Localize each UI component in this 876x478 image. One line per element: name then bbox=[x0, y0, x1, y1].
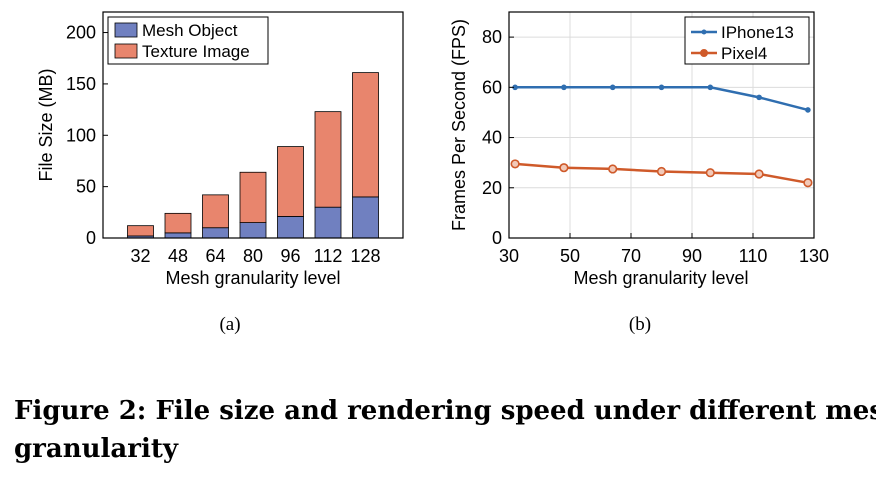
y-tick-label: 100 bbox=[66, 125, 96, 145]
y-tick-label: 80 bbox=[482, 27, 502, 47]
point-pixel4-112 bbox=[754, 169, 764, 179]
panel-a-caption: (a) bbox=[219, 314, 240, 335]
x-tick-label: 32 bbox=[130, 246, 150, 266]
y-tick-label: 150 bbox=[66, 74, 96, 94]
y-tick-label: 50 bbox=[76, 177, 96, 197]
bar-texture-image-48 bbox=[164, 212, 192, 234]
bar-texture-image-32 bbox=[127, 225, 154, 237]
x-tick-label: 70 bbox=[621, 246, 641, 266]
legend-label-texture-image: Texture Image bbox=[142, 42, 250, 61]
panel-b-legend: IPhone13 Pixel4 bbox=[684, 16, 810, 65]
bar-mesh-object-48 bbox=[164, 232, 192, 239]
legend-label-mesh-object: Mesh Object bbox=[142, 21, 238, 40]
panel-b-caption: (b) bbox=[629, 314, 651, 335]
panel-a-xlabel: Mesh granularity level bbox=[165, 268, 340, 288]
bar-texture-image-112 bbox=[314, 111, 342, 208]
legend-swatch-mesh-object bbox=[114, 22, 138, 38]
point-iphone13-128 bbox=[805, 107, 811, 113]
bar-mesh-object-128 bbox=[352, 196, 379, 239]
point-pixel4-128 bbox=[803, 178, 813, 188]
x-tick-label: 110 bbox=[739, 246, 768, 266]
x-tick-label: 130 bbox=[799, 246, 829, 266]
figure-caption: Figure 2: File size and rendering speed … bbox=[14, 392, 876, 468]
bar-mesh-object-112 bbox=[314, 206, 342, 239]
y-tick-label: 0 bbox=[492, 228, 502, 248]
point-pixel4-32 bbox=[510, 159, 520, 169]
bar-texture-image-96 bbox=[277, 146, 304, 217]
panel-b-ticks: 30 50 70 90 110 130 0 20 40 60 80 bbox=[482, 27, 829, 266]
panel-b-lines bbox=[510, 84, 813, 188]
bar-mesh-object-80 bbox=[239, 222, 267, 239]
y-tick-label: 40 bbox=[482, 128, 502, 148]
panel-b-ylabel: Frames Per Second (FPS) bbox=[449, 19, 469, 231]
panel-a-bars bbox=[127, 72, 379, 239]
point-iphone13-80 bbox=[658, 84, 665, 91]
point-iphone13-96 bbox=[707, 84, 714, 91]
point-pixel4-64 bbox=[608, 164, 618, 174]
panel-b-xlabel: Mesh granularity level bbox=[573, 268, 748, 288]
x-tick-label: 96 bbox=[280, 246, 300, 266]
point-pixel4-96 bbox=[705, 168, 715, 178]
point-iphone13-48 bbox=[561, 84, 567, 91]
bar-texture-image-64 bbox=[202, 194, 229, 229]
panel-b-fps: 30 50 70 90 110 130 0 20 40 60 80 Mesh granularity… bbox=[449, 11, 829, 335]
point-iphone13-32 bbox=[512, 84, 518, 91]
point-pixel4-48 bbox=[559, 163, 569, 173]
x-tick-label: 112 bbox=[314, 246, 343, 266]
bar-mesh-object-96 bbox=[277, 216, 304, 239]
x-tick-label: 128 bbox=[350, 246, 380, 266]
figure-caption-line-2: granularity bbox=[14, 434, 178, 464]
panel-a-axes-box bbox=[102, 11, 404, 239]
x-tick-label: 48 bbox=[168, 246, 188, 266]
y-tick-label: 20 bbox=[482, 178, 502, 198]
legend-marker-pixel4 bbox=[700, 49, 708, 57]
panel-a-ylabel: File Size (MB) bbox=[36, 68, 56, 181]
legend-label-pixel4: Pixel4 bbox=[721, 44, 767, 63]
panel-b-axes-box bbox=[508, 11, 815, 239]
legend-swatch-texture-image bbox=[114, 43, 138, 59]
x-tick-label: 64 bbox=[205, 246, 225, 266]
y-tick-label: 200 bbox=[66, 23, 96, 43]
bar-mesh-object-64 bbox=[202, 227, 229, 239]
legend-label-iphone13: IPhone13 bbox=[721, 23, 794, 42]
figure-caption-line-1: Figure 2: File size and rendering speed … bbox=[14, 396, 876, 426]
x-tick-label: 30 bbox=[499, 246, 519, 266]
x-tick-label: 80 bbox=[243, 246, 263, 266]
point-iphone13-112 bbox=[756, 94, 762, 101]
x-tick-label: 90 bbox=[682, 246, 702, 266]
y-tick-label: 60 bbox=[482, 77, 502, 97]
series-line-iphone13 bbox=[515, 86, 809, 112]
panel-a-file-size: 32 48 64 80 96 112 128 0 50 100 150 200 Mesh granul… bbox=[36, 11, 404, 335]
bar-texture-image-80 bbox=[239, 171, 267, 223]
panel-a-ticks: 32 48 64 80 96 112 128 0 50 100 150 200 bbox=[66, 23, 381, 266]
x-tick-label: 50 bbox=[560, 246, 580, 266]
point-iphone13-64 bbox=[609, 84, 616, 91]
point-pixel4-80 bbox=[656, 166, 667, 177]
panel-a-legend: Mesh Object Texture Image bbox=[107, 16, 269, 65]
y-tick-label: 0 bbox=[86, 228, 96, 248]
legend-marker-iphone13 bbox=[701, 29, 707, 35]
bar-texture-image-128 bbox=[352, 72, 379, 198]
